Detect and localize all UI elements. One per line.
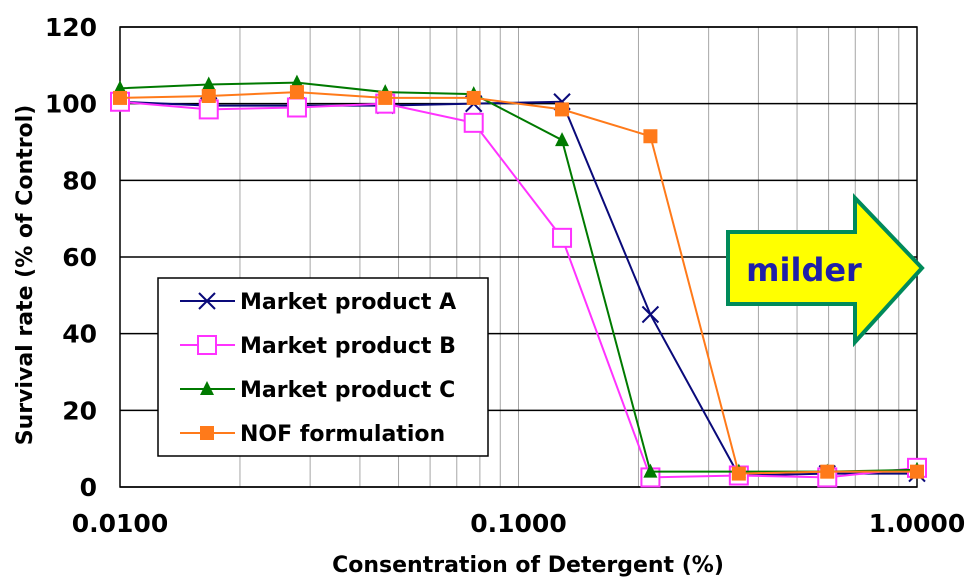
milder-arrow-annotation: milder xyxy=(726,193,925,348)
data-point xyxy=(463,112,484,133)
data-point xyxy=(113,90,127,105)
y-tick-label: 40 xyxy=(62,320,97,349)
legend-item: Market product A xyxy=(180,290,456,315)
legend-item: NOF formulation xyxy=(180,422,445,447)
data-point xyxy=(643,463,658,478)
data-point xyxy=(113,80,127,95)
x-tick-label: 0.1000 xyxy=(470,509,566,538)
data-point xyxy=(910,464,924,479)
legend-item: Market product B xyxy=(180,334,456,359)
legend-marker xyxy=(200,381,214,395)
plot-area-frame xyxy=(119,26,918,488)
data-point xyxy=(820,464,835,479)
y-tick-label: 80 xyxy=(62,166,97,195)
x-axis-title: Consentration of Detergent (%) xyxy=(332,553,724,578)
legend-label: Market product C xyxy=(240,378,455,403)
data-point xyxy=(378,90,393,105)
series-layer xyxy=(110,74,927,488)
data-point xyxy=(552,227,573,248)
legend-marker xyxy=(200,426,214,440)
data-point xyxy=(731,466,746,481)
data-point xyxy=(201,76,216,91)
legend-items: Market product A Market product B Market p… xyxy=(180,290,456,447)
series-line xyxy=(119,100,918,479)
data-point xyxy=(466,90,481,105)
x-tick-label: 1.0000 xyxy=(869,509,965,538)
y-tick-label: 0 xyxy=(80,473,97,502)
chart-legend: Market product A Market product B Market p… xyxy=(157,277,489,457)
data-point xyxy=(289,74,304,89)
milder-arrow-shape xyxy=(726,193,925,348)
y-tick-label: 60 xyxy=(62,243,97,272)
legend-marker xyxy=(197,335,217,355)
data-point xyxy=(555,132,570,147)
data-point xyxy=(641,305,660,324)
x-tick-label: 0.0100 xyxy=(72,509,168,538)
milder-arrow-label: milder xyxy=(746,251,862,289)
y-tick-label: 20 xyxy=(62,396,97,425)
legend-marker xyxy=(198,292,216,310)
data-point xyxy=(286,97,307,118)
series-nof-formulation xyxy=(113,85,924,481)
data-point xyxy=(289,85,304,100)
legend-label: NOF formulation xyxy=(240,422,445,447)
data-point xyxy=(555,102,570,117)
legend-label: Market product A xyxy=(240,290,456,315)
data-point xyxy=(201,89,216,103)
y-tick-label: 120 xyxy=(45,13,97,42)
data-point xyxy=(643,129,658,144)
data-point xyxy=(198,99,219,120)
series-line xyxy=(119,91,917,475)
y-tick-label: 100 xyxy=(45,90,97,119)
legend-label: Market product B xyxy=(240,334,456,359)
y-axis-title: Survival rate (% of Control) xyxy=(13,105,38,446)
tick-labels: 0 20 40 60 80 100 120 0.0100 0.1000 1.0000 xyxy=(45,13,965,538)
legend-item: Market product C xyxy=(180,378,455,403)
